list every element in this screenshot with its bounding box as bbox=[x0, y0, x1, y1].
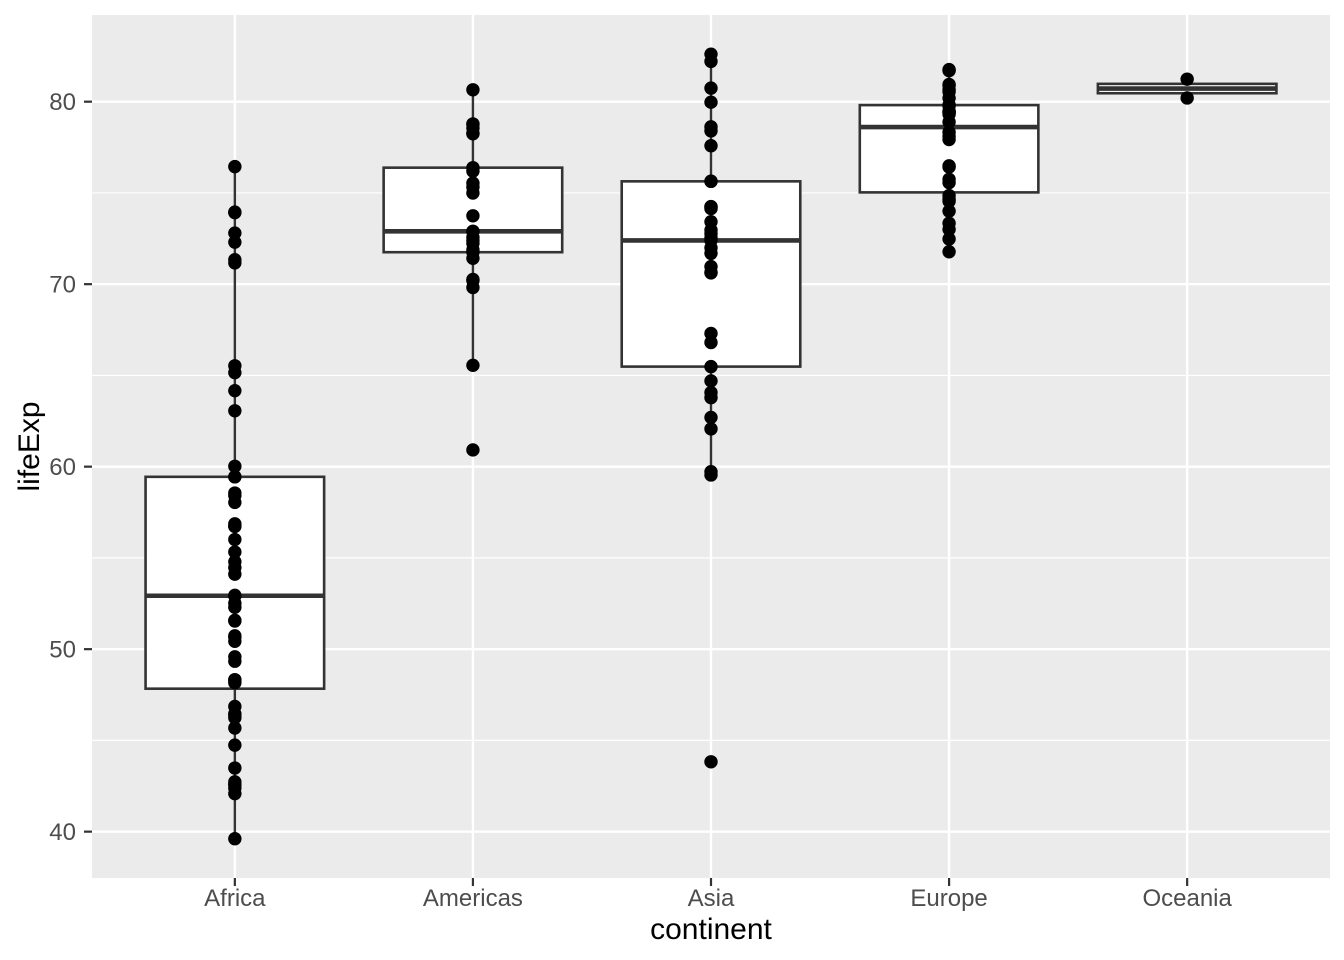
points-africa bbox=[228, 159, 242, 846]
data-point bbox=[228, 459, 242, 473]
data-point bbox=[704, 47, 718, 61]
data-point bbox=[228, 359, 242, 373]
data-point bbox=[704, 359, 718, 374]
data-point bbox=[704, 755, 718, 769]
data-point bbox=[704, 139, 718, 153]
data-point bbox=[466, 117, 480, 132]
data-point bbox=[228, 383, 242, 398]
data-point bbox=[228, 205, 242, 220]
data-point bbox=[228, 699, 242, 714]
x-tick-label-europe: Europe bbox=[910, 885, 987, 912]
data-point bbox=[466, 280, 480, 295]
data-point bbox=[466, 186, 480, 200]
data-point bbox=[228, 517, 242, 531]
data-point bbox=[704, 124, 718, 138]
data-point bbox=[704, 199, 718, 214]
data-point bbox=[228, 676, 242, 690]
data-point bbox=[704, 174, 718, 188]
x-axis-title: continent bbox=[650, 913, 772, 946]
data-point bbox=[466, 127, 480, 141]
data-point bbox=[942, 192, 956, 206]
data-point bbox=[228, 781, 242, 795]
data-point bbox=[942, 105, 956, 119]
data-point bbox=[942, 232, 956, 246]
data-point bbox=[466, 83, 480, 97]
y-tick-label: 40 bbox=[49, 819, 76, 846]
data-point bbox=[466, 443, 480, 457]
data-point bbox=[228, 630, 242, 644]
y-axis-title: lifeExp bbox=[13, 401, 46, 491]
data-point bbox=[942, 216, 956, 230]
data-point bbox=[942, 78, 956, 93]
data-point bbox=[228, 654, 242, 668]
data-point bbox=[228, 596, 242, 610]
data-point bbox=[228, 545, 242, 559]
data-point bbox=[1180, 72, 1194, 86]
data-point bbox=[466, 358, 480, 373]
x-tick-label-asia: Asia bbox=[688, 885, 735, 912]
data-point bbox=[1180, 91, 1194, 105]
data-point bbox=[228, 159, 242, 174]
data-point bbox=[942, 175, 956, 190]
data-point bbox=[228, 832, 242, 846]
x-tick-label-americas: Americas bbox=[423, 885, 523, 912]
data-point bbox=[466, 209, 480, 223]
x-tick-label-oceania: Oceania bbox=[1142, 885, 1232, 912]
data-point bbox=[228, 488, 242, 503]
data-point bbox=[942, 115, 956, 129]
data-point bbox=[228, 226, 242, 240]
points-americas bbox=[466, 83, 480, 457]
data-point bbox=[466, 160, 480, 175]
data-point bbox=[228, 614, 242, 628]
data-point bbox=[704, 374, 718, 388]
data-point bbox=[704, 215, 718, 229]
data-point bbox=[228, 711, 242, 725]
data-point bbox=[704, 233, 718, 248]
y-tick-label: 70 bbox=[49, 272, 76, 299]
data-point bbox=[228, 404, 242, 418]
points-asia bbox=[704, 47, 718, 769]
plot-area: 40 50 60 70 80 Africa Americas Asia Europe Oceani… bbox=[49, 15, 1330, 912]
data-point bbox=[228, 470, 242, 484]
data-point bbox=[228, 532, 242, 547]
data-point bbox=[228, 721, 242, 735]
data-point bbox=[942, 132, 956, 147]
data-point bbox=[704, 390, 718, 405]
data-point bbox=[228, 738, 242, 752]
data-point bbox=[704, 95, 718, 109]
data-point bbox=[466, 176, 480, 190]
data-point bbox=[704, 81, 718, 95]
data-point bbox=[228, 560, 242, 575]
points-europe bbox=[942, 62, 956, 259]
y-tick-label: 60 bbox=[49, 454, 76, 481]
y-tick-label: 50 bbox=[49, 637, 76, 664]
data-point bbox=[466, 251, 480, 265]
y-tick-label: 80 bbox=[49, 89, 76, 116]
data-point bbox=[228, 761, 242, 775]
data-point bbox=[704, 410, 718, 425]
data-point bbox=[942, 91, 956, 105]
points-oceania bbox=[1180, 72, 1194, 105]
data-point bbox=[466, 224, 480, 238]
data-point bbox=[942, 204, 956, 218]
data-point bbox=[228, 256, 242, 270]
data-point bbox=[704, 468, 718, 482]
data-point bbox=[704, 422, 718, 436]
data-point bbox=[942, 159, 956, 173]
data-point bbox=[942, 245, 956, 259]
data-point bbox=[942, 63, 956, 78]
data-point bbox=[704, 246, 718, 261]
x-tick-label-africa: Africa bbox=[204, 885, 266, 912]
data-point bbox=[704, 266, 718, 280]
data-point bbox=[704, 335, 718, 350]
